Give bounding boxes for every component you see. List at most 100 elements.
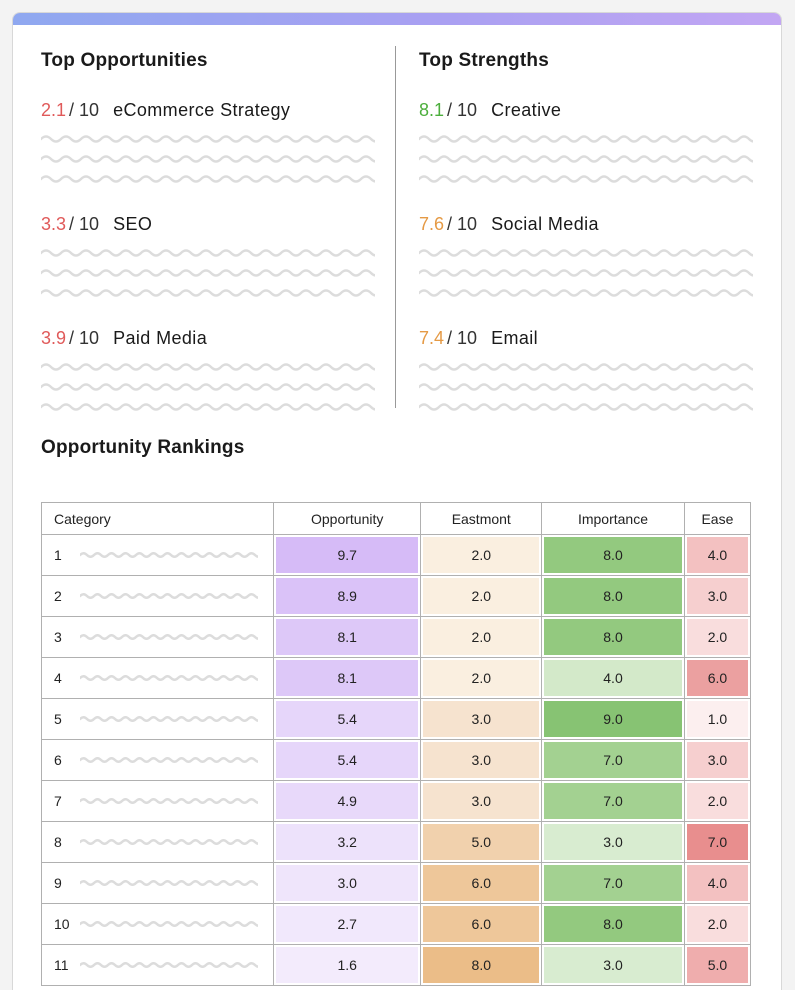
- category-placeholder-squiggle: [80, 798, 258, 804]
- column-header-opportunity: Opportunity: [272, 502, 422, 535]
- ease-cell: 7.0: [683, 821, 752, 863]
- category-number: 3: [54, 629, 62, 645]
- table-row: 6 5.4 3.0 7.0 3.0: [41, 739, 752, 781]
- ease-value: 5.0: [686, 947, 748, 983]
- placeholder-text-squiggle: [419, 363, 753, 371]
- column-header-eastmont: Eastmont: [420, 502, 543, 535]
- eastmont-value: 5.0: [423, 824, 540, 860]
- category-cell: 7: [41, 780, 274, 822]
- eastmont-cell: 5.0: [420, 821, 543, 863]
- opportunity-cell: 8.1: [272, 657, 422, 699]
- eastmont-cell: 6.0: [420, 903, 543, 945]
- ease-cell: 4.0: [683, 862, 752, 904]
- ease-value: 3.0: [686, 742, 748, 778]
- category-placeholder-squiggle: [80, 921, 258, 927]
- opportunity-value: 3.0: [276, 865, 419, 901]
- placeholder-text-squiggle: [41, 403, 375, 411]
- table-row: 10 2.7 6.0 8.0 2.0: [41, 903, 752, 945]
- placeholder-text-squiggle: [41, 383, 375, 391]
- category-placeholder-squiggle: [80, 962, 258, 968]
- importance-value: 8.0: [544, 619, 682, 655]
- opportunity-cell: 5.4: [272, 698, 422, 740]
- placeholder-text-squiggle: [419, 135, 753, 143]
- category-placeholder-squiggle: [80, 880, 258, 886]
- opportunity-rankings-title: Opportunity Rankings: [41, 437, 245, 458]
- placeholder-text-squiggle: [419, 289, 753, 297]
- importance-cell: 8.0: [541, 575, 685, 617]
- category-placeholder-squiggle: [80, 716, 258, 722]
- strength-score-row: 7.6/ 10 Social Media: [419, 209, 759, 239]
- eastmont-value: 8.0: [423, 947, 540, 983]
- table-row: 2 8.9 2.0 8.0 3.0: [41, 575, 752, 617]
- opportunity-score-denominator: / 10: [69, 328, 100, 348]
- ease-cell: 5.0: [683, 944, 752, 986]
- eastmont-cell: 2.0: [420, 534, 543, 576]
- strength-score-row: 7.4/ 10 Email: [419, 323, 759, 353]
- category-cell: 5: [41, 698, 274, 740]
- opportunity-score-row: 3.9/ 10 Paid Media: [41, 323, 381, 353]
- table-row: 4 8.1 2.0 4.0 6.0: [41, 657, 752, 699]
- opportunity-score-row: 3.3/ 10 SEO: [41, 209, 381, 239]
- eastmont-cell: 3.0: [420, 780, 543, 822]
- category-cell: 3: [41, 616, 274, 658]
- eastmont-value: 6.0: [423, 865, 540, 901]
- opportunity-label: SEO: [113, 214, 153, 234]
- top-strengths-list: 8.1/ 10 Creative 7.6/ 10 Social Media 7.4/ 1…: [419, 95, 759, 413]
- category-number: 10: [54, 916, 70, 932]
- strength-score-denominator: / 10: [447, 328, 478, 348]
- importance-value: 8.0: [544, 906, 682, 942]
- eastmont-cell: 6.0: [420, 862, 543, 904]
- strength-item: 8.1/ 10 Creative: [419, 95, 759, 185]
- opportunity-item: 3.3/ 10 SEO: [41, 209, 381, 299]
- ease-value: 6.0: [686, 660, 748, 696]
- table-row: 3 8.1 2.0 8.0 2.0: [41, 616, 752, 658]
- table-row: 5 5.4 3.0 9.0 1.0: [41, 698, 752, 740]
- opportunity-cell: 4.9: [272, 780, 422, 822]
- category-cell: 2: [41, 575, 274, 617]
- opportunity-cell: 1.6: [272, 944, 422, 986]
- strength-label: Social Media: [491, 214, 599, 234]
- category-placeholder-squiggle: [80, 593, 258, 599]
- table-row: 7 4.9 3.0 7.0 2.0: [41, 780, 752, 822]
- placeholder-text-squiggle: [41, 249, 375, 257]
- category-placeholder-squiggle: [80, 552, 258, 558]
- table-body: 1 9.7 2.0 8.0 4.0 2 8.9 2.0 8.0 3.0 3 8.1 2.0 8.0 2.0 4…: [41, 534, 752, 986]
- category-placeholder-squiggle: [80, 675, 258, 681]
- importance-cell: 8.0: [541, 616, 685, 658]
- eastmont-cell: 8.0: [420, 944, 543, 986]
- importance-cell: 8.0: [541, 903, 685, 945]
- strength-score: 7.6: [419, 214, 445, 234]
- top-strengths-panel: Top Strengths 8.1/ 10 Creative 7.6/ 10 Soci…: [419, 47, 759, 413]
- placeholder-text-squiggle: [419, 175, 753, 183]
- opportunity-score: 2.1: [41, 100, 67, 120]
- panel-divider: [395, 46, 396, 408]
- eastmont-value: 6.0: [423, 906, 540, 942]
- opportunity-item: 2.1/ 10 eCommerce Strategy: [41, 95, 381, 185]
- ease-cell: 1.0: [683, 698, 752, 740]
- opportunity-score-row: 2.1/ 10 eCommerce Strategy: [41, 95, 381, 125]
- placeholder-text-squiggle: [41, 269, 375, 277]
- category-placeholder-squiggle: [80, 634, 258, 640]
- column-header-importance: Importance: [541, 502, 685, 535]
- opportunity-cell: 8.1: [272, 616, 422, 658]
- category-cell: 4: [41, 657, 274, 699]
- category-number: 4: [54, 670, 62, 686]
- top-opportunities-list: 2.1/ 10 eCommerce Strategy 3.3/ 10 SEO 3.9/ …: [41, 95, 381, 413]
- category-number: 7: [54, 793, 62, 809]
- eastmont-value: 2.0: [423, 660, 540, 696]
- importance-value: 3.0: [544, 824, 682, 860]
- importance-cell: 9.0: [541, 698, 685, 740]
- importance-cell: 4.0: [541, 657, 685, 699]
- importance-value: 7.0: [544, 742, 682, 778]
- eastmont-value: 2.0: [423, 619, 540, 655]
- top-opportunities-panel: Top Opportunities 2.1/ 10 eCommerce Strat…: [41, 47, 381, 413]
- opportunity-label: Paid Media: [113, 328, 208, 348]
- opportunity-item: 3.9/ 10 Paid Media: [41, 323, 381, 413]
- category-placeholder-squiggle: [80, 757, 258, 763]
- opportunity-cell: 3.0: [272, 862, 422, 904]
- importance-value: 8.0: [544, 578, 682, 614]
- opportunity-cell: 9.7: [272, 534, 422, 576]
- ease-value: 2.0: [686, 783, 748, 819]
- placeholder-text-squiggle: [419, 269, 753, 277]
- importance-value: 4.0: [544, 660, 682, 696]
